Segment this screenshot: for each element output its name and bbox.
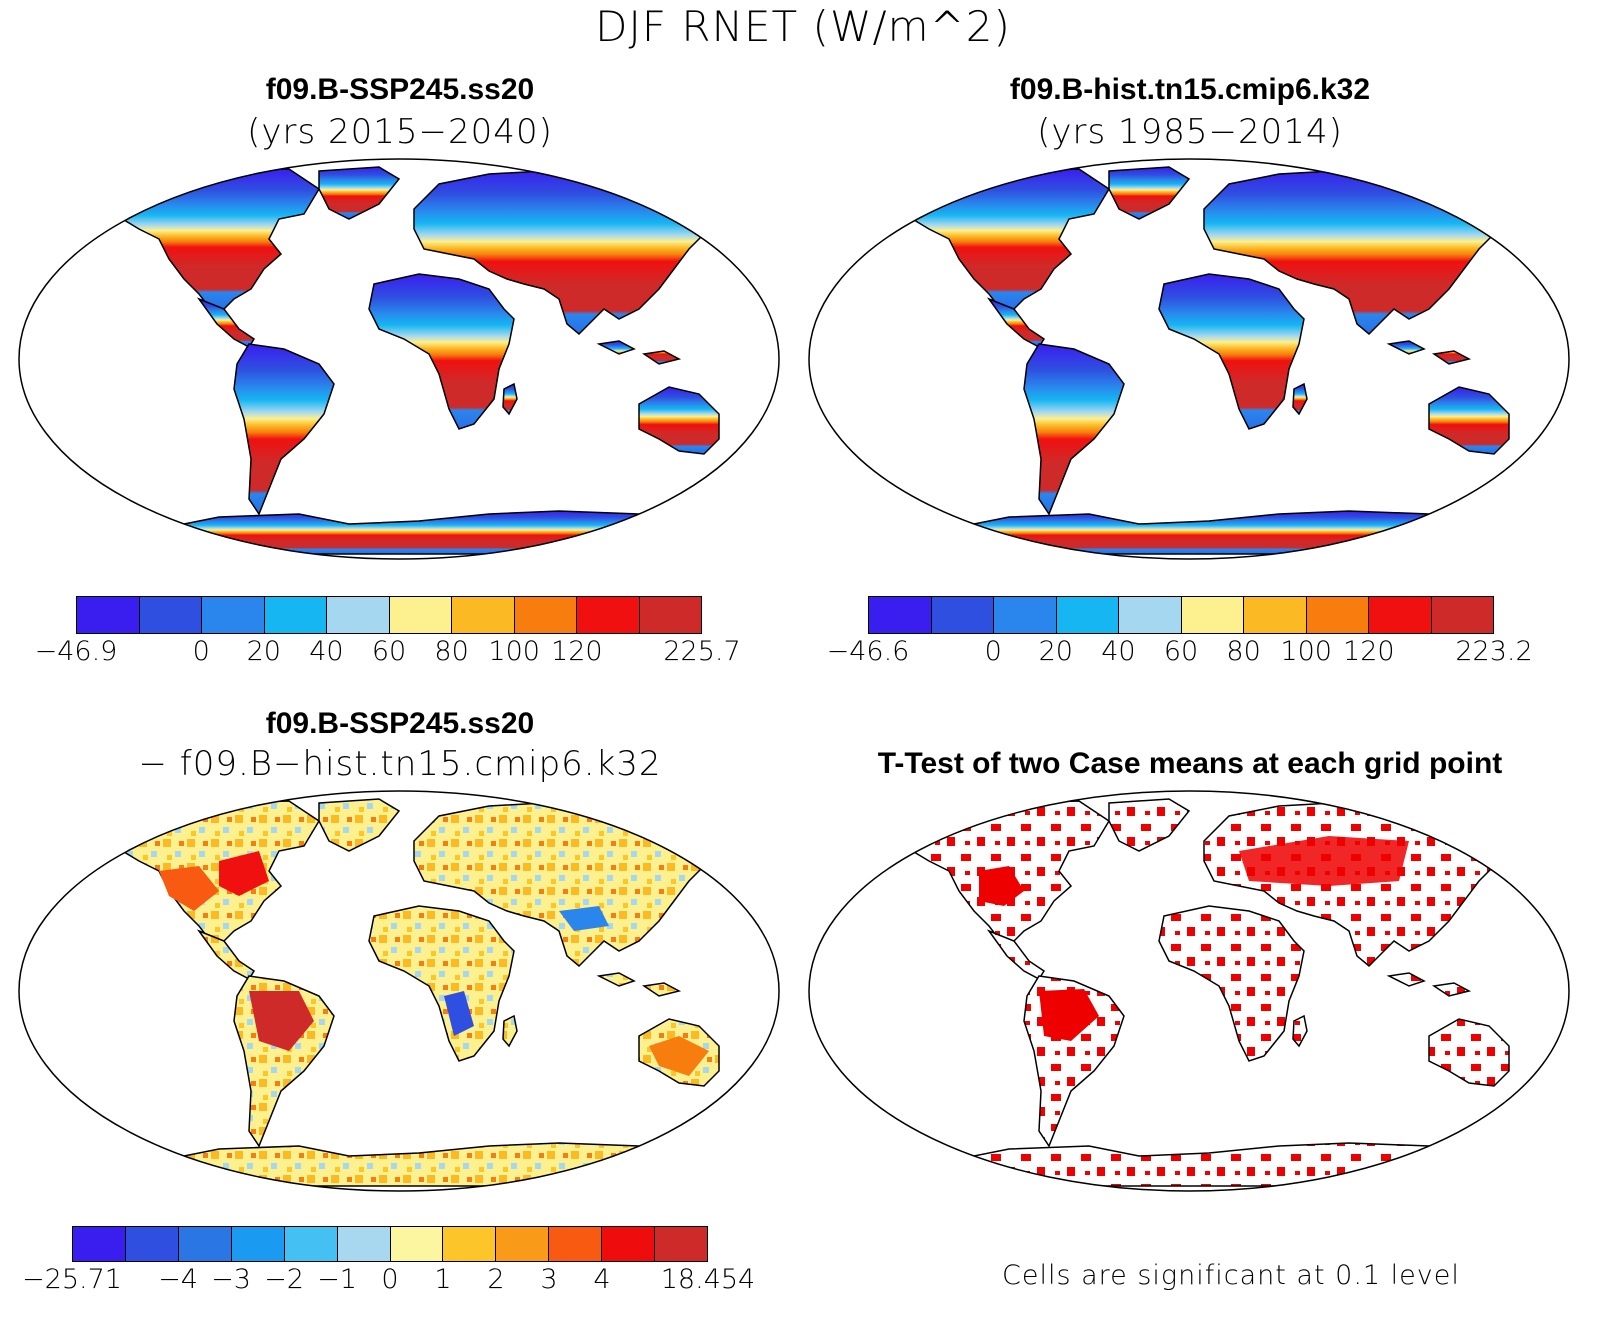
panel-subtitle-top-right: (yrs 1985−2014): [1037, 112, 1343, 152]
colorbar-cell: [327, 597, 390, 633]
map-top-right: [808, 158, 1570, 560]
colorbar-cell: [1306, 597, 1369, 633]
colorbar-label: 4: [593, 1264, 611, 1295]
panel-title-bottom-left: f09.B-SSP245.ss20: [265, 707, 535, 740]
colorbar-label: 60: [371, 636, 407, 667]
colorbar-top-left: [76, 596, 702, 634]
colorbar-label: −46.6: [826, 636, 910, 667]
colorbar-cell: [389, 597, 452, 633]
colorbar-cell: [514, 597, 577, 633]
colorbar-cell: [496, 1227, 550, 1261]
colorbar-bottom-left: [72, 1226, 708, 1262]
colorbar-cell: [390, 1227, 444, 1261]
colorbar-cell: [931, 597, 994, 633]
colorbar-cell: [577, 597, 640, 633]
colorbar-cell: [639, 597, 701, 633]
map-bottom-left: [18, 790, 780, 1192]
colorbar-cell: [1431, 597, 1493, 633]
colorbar-label: 0: [381, 1264, 399, 1295]
colorbar-label: −1: [317, 1264, 357, 1295]
colorbar-label: 120: [551, 636, 603, 667]
colorbar-cell: [602, 1227, 656, 1261]
colorbar-top-right: [868, 596, 1494, 634]
colorbar-cell: [125, 1227, 179, 1261]
panel-subtitle-top-left: (yrs 2015−2040): [247, 112, 553, 152]
colorbar-cell: [655, 1227, 708, 1261]
colorbar-cell: [1244, 597, 1307, 633]
colorbar-label: 2: [487, 1264, 505, 1295]
colorbar-cell: [337, 1227, 391, 1261]
colorbar-cell: [1369, 597, 1432, 633]
colorbar-label: 3: [540, 1264, 558, 1295]
colorbar-label: 223.2: [1455, 636, 1533, 667]
colorbar-cell: [77, 597, 140, 633]
colorbar-cell: [178, 1227, 232, 1261]
colorbar-cell: [264, 597, 327, 633]
colorbar-labels-bottom-left: −25.71 −4 −3 −2 −1 0 1 2 3 4 18.454: [22, 1264, 755, 1300]
colorbar-labels-top-right: −46.6 0 20 40 60 80 100 120 223.2: [827, 636, 1533, 672]
colorbar-label: 60: [1163, 636, 1199, 667]
colorbar-label: 100: [488, 636, 540, 667]
map-top-left: [18, 158, 780, 560]
panel-title-top-right: f09.B-hist.tn15.cmip6.k32: [1009, 73, 1371, 106]
colorbar-cell: [231, 1227, 285, 1261]
panel-title-top-left: f09.B-SSP245.ss20: [265, 73, 535, 106]
colorbar-cell: [284, 1227, 338, 1261]
colorbar-cell: [202, 597, 265, 633]
colorbar-labels-top-left: −46.9 0 20 40 60 80 100 120 225.7: [35, 636, 741, 672]
colorbar-label: 40: [309, 636, 344, 667]
colorbar-cell: [443, 1227, 497, 1261]
colorbar-label: 100: [1280, 636, 1332, 667]
panel-title-bottom-right: T-Test of two Case means at each grid po…: [877, 747, 1503, 780]
colorbar-label: 20: [1038, 636, 1073, 667]
colorbar-label: 120: [1343, 636, 1395, 667]
colorbar-cell: [1056, 597, 1119, 633]
colorbar-label: 80: [434, 636, 469, 667]
colorbar-label: 18.454: [660, 1264, 756, 1295]
colorbar-label: 1: [434, 1264, 452, 1295]
colorbar-cell: [139, 597, 202, 633]
figure-title: DJF RNET (W/m^2): [595, 2, 1011, 51]
significance-note: Cells are significant at 0.1 level: [1002, 1260, 1460, 1291]
colorbar-label: −2: [264, 1264, 304, 1295]
colorbar-cell: [452, 597, 515, 633]
colorbar-label: 0: [192, 636, 210, 667]
colorbar-label: −3: [211, 1264, 251, 1295]
colorbar-label: −4: [158, 1264, 198, 1295]
colorbar-label: 20: [246, 636, 281, 667]
colorbar-label: 80: [1226, 636, 1261, 667]
colorbar-label: −46.9: [34, 636, 118, 667]
colorbar-cell: [73, 1227, 126, 1261]
colorbar-cell: [1181, 597, 1244, 633]
panel-subtitle-bottom-left: − f09.B−hist.tn15.cmip6.k32: [138, 744, 662, 784]
colorbar-label: −25.71: [22, 1264, 122, 1295]
colorbar-label: 0: [984, 636, 1002, 667]
colorbar-label: 40: [1101, 636, 1136, 667]
colorbar-cell: [869, 597, 932, 633]
colorbar-cell: [549, 1227, 603, 1261]
colorbar-cell: [994, 597, 1057, 633]
map-bottom-right: [808, 790, 1570, 1192]
colorbar-label: 225.7: [663, 636, 741, 667]
colorbar-cell: [1119, 597, 1182, 633]
